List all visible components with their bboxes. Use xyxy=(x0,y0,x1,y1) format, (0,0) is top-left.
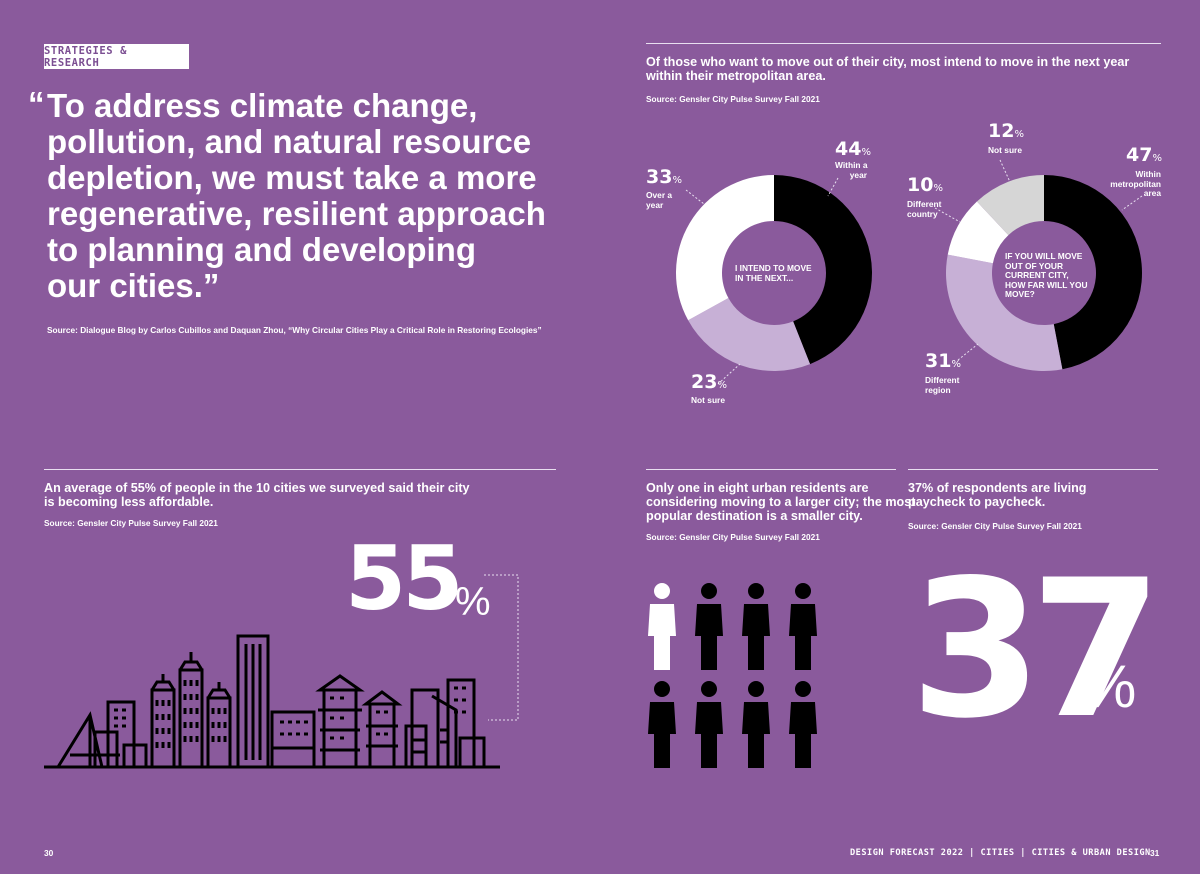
donut-slice-different-country xyxy=(947,201,1009,264)
affordable-heading: An average of 55% of people in the 10 ci… xyxy=(44,481,470,495)
donut-slice-within-metropolitan-area xyxy=(1044,175,1142,370)
label-over-a-year-text: Over a year xyxy=(646,190,673,210)
donut2-center-label: IF YOU WILL MOVE OUT OF YOUR CURRENT CIT… xyxy=(1005,251,1088,300)
people-grid xyxy=(648,583,817,768)
affordable-source: Source: Gensler City Pulse Survey Fall 2… xyxy=(44,518,218,528)
label-different-region: 31% xyxy=(925,350,961,372)
center-label-line: I INTEND TO MOVE xyxy=(735,263,812,273)
move-heading: Of those who want to move out of their c… xyxy=(646,55,1130,69)
center-label-line: HOW FAR WILL YOU xyxy=(1005,279,1088,290)
label-not-sure-2: 12% xyxy=(988,120,1024,142)
pct-value: 31 xyxy=(925,350,952,372)
label-different-country-text: Different country xyxy=(907,199,942,219)
person-icon xyxy=(648,583,676,670)
donut-slice-over-a-year xyxy=(676,175,774,321)
divider xyxy=(646,469,896,470)
label-within-a-year: 44% xyxy=(835,138,871,160)
move-heading: within their metropolitan area. xyxy=(646,69,826,83)
move-source: Source: Gensler City Pulse Survey Fall 2… xyxy=(646,94,820,104)
big-number-37-percent: % xyxy=(1083,653,1137,720)
paycheck-source: Source: Gensler City Pulse Survey Fall 2… xyxy=(908,521,1082,531)
person-icon xyxy=(742,583,770,670)
running-head: DESIGN FORECAST 2022 | CITIES | CITIES &… xyxy=(850,848,1151,858)
label-different-country: 10% xyxy=(907,174,943,196)
center-label-line: MOVE? xyxy=(1005,289,1035,300)
label-not-sure-2-text: Not sure xyxy=(988,145,1022,155)
eight-heading: popular destination is a smaller city. xyxy=(646,509,863,523)
big-number-37: 37 xyxy=(910,539,1162,760)
page-number-right: 31 xyxy=(1150,848,1160,858)
eight-source: Source: Gensler City Pulse Survey Fall 2… xyxy=(646,532,820,542)
quote-line: our cities.” xyxy=(47,267,220,304)
page-number-left: 30 xyxy=(44,848,54,858)
center-label-line: IN THE NEXT... xyxy=(735,272,794,283)
quote-source: Source: Dialogue Blog by Carlos Cubillos… xyxy=(47,325,542,335)
label-not-sure: 23% xyxy=(691,371,727,393)
eight-heading: considering moving to a larger city; the… xyxy=(646,495,916,509)
center-label-line: OUT OF YOUR xyxy=(1005,260,1064,271)
pct-value: 44 xyxy=(835,138,862,160)
pct-value: 12 xyxy=(988,120,1015,142)
donut-slice-different-region xyxy=(946,254,1063,371)
pct-value: 33 xyxy=(646,166,673,188)
person-icon xyxy=(789,583,817,670)
donut-chart-timing xyxy=(676,175,872,371)
label-within-metro-text: Within metropolitan area xyxy=(1110,169,1161,198)
affordable-heading: is becoming less affordable. xyxy=(44,495,214,509)
donut-slice-within-a-year xyxy=(774,175,872,365)
donut-chart-distance xyxy=(946,175,1142,371)
donut1-center-label: I INTEND TO MOVE IN THE NEXT... xyxy=(735,263,812,283)
section-tag: STRATEGIES & RESEARCH xyxy=(44,44,189,69)
donut-slice-not-sure xyxy=(688,298,811,371)
pct-value: 47 xyxy=(1126,144,1153,166)
pct-value: 23 xyxy=(691,371,718,393)
person-icon xyxy=(648,681,676,768)
city-skyline-icon xyxy=(44,634,500,769)
big-number-55: 55 xyxy=(345,527,463,630)
label-over-a-year: 33% xyxy=(646,166,682,188)
label-within-metro: 47% xyxy=(1126,144,1162,166)
label-within-a-year-text: Within a year xyxy=(835,160,868,180)
donut-slice-not-sure xyxy=(976,175,1044,236)
label-not-sure-text: Not sure xyxy=(691,395,725,405)
label-different-region-text: Different region xyxy=(925,375,960,395)
quote-open-mark: “ xyxy=(28,85,45,122)
paycheck-heading: 37% of respondents are living xyxy=(908,481,1087,495)
person-icon xyxy=(789,681,817,768)
paycheck-heading: paycheck to paycheck. xyxy=(908,495,1046,509)
quote-line: depletion, we must take a more xyxy=(47,159,537,196)
divider xyxy=(44,469,556,470)
quote-line: to planning and developing xyxy=(47,231,476,268)
center-label-line: IF YOU WILL MOVE xyxy=(1005,251,1083,261)
eight-heading: Only one in eight urban residents are xyxy=(646,481,869,495)
person-icon xyxy=(695,583,723,670)
person-icon xyxy=(695,681,723,768)
person-icon xyxy=(742,681,770,768)
center-label-line: CURRENT CITY, xyxy=(1005,270,1069,281)
quote-line: pollution, and natural resource xyxy=(47,123,532,160)
divider xyxy=(646,43,1161,44)
quote-line: regenerative, resilient approach xyxy=(47,195,546,232)
quote-line: To address climate change, xyxy=(47,87,478,124)
divider xyxy=(908,469,1158,470)
pct-value: 10 xyxy=(907,174,934,196)
big-number-55-percent: % xyxy=(455,580,491,624)
